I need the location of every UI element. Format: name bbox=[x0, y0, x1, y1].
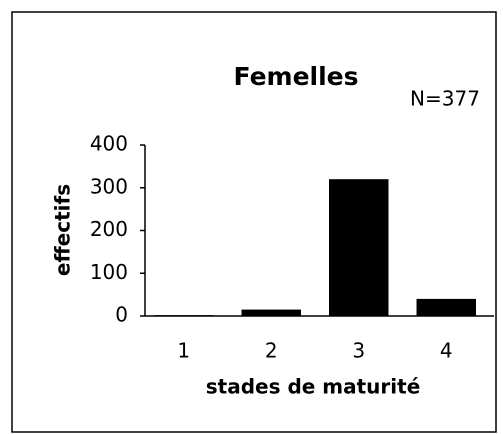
x-tick-label: 2 bbox=[265, 339, 278, 363]
chart-title: Femelles bbox=[234, 62, 359, 91]
y-tick-label: 0 bbox=[115, 303, 128, 327]
bar bbox=[241, 309, 301, 316]
bar bbox=[329, 179, 389, 316]
x-axis-label: stades de maturité bbox=[206, 375, 421, 399]
y-tick-label: 300 bbox=[90, 174, 128, 198]
x-tick-label: 3 bbox=[352, 339, 365, 363]
x-tick-label: 1 bbox=[177, 339, 190, 363]
x-tick-label: 4 bbox=[440, 339, 453, 363]
y-tick-label: 100 bbox=[90, 260, 128, 284]
frame bbox=[11, 11, 497, 433]
bar bbox=[416, 298, 476, 316]
bar bbox=[154, 315, 214, 317]
y-tick-label: 200 bbox=[90, 217, 128, 241]
y-tick-label: 400 bbox=[90, 132, 128, 156]
y-axis-label: effectifs bbox=[51, 184, 75, 276]
annotation: N=377 bbox=[410, 87, 480, 111]
